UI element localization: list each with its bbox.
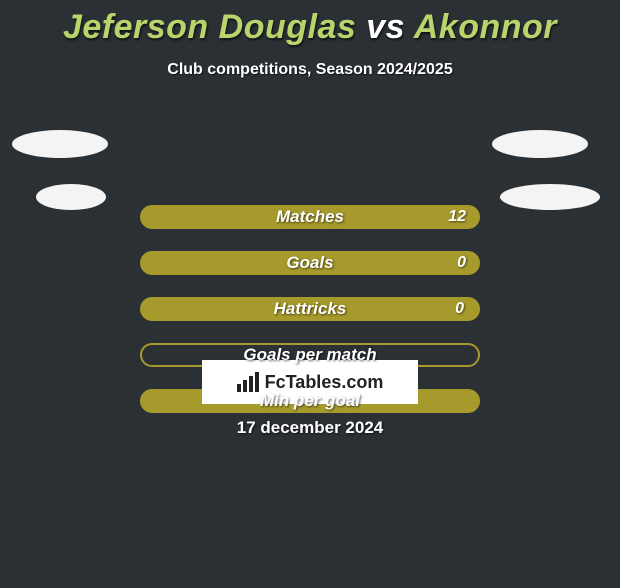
silhouette-blob — [492, 130, 588, 158]
stat-label: Min per goal — [260, 391, 360, 411]
stat-bar: Hattricks 0 — [140, 297, 480, 321]
stat-bar: Min per goal — [140, 389, 480, 413]
stat-row: Matches 12 — [0, 205, 620, 229]
stat-label: Goals — [286, 253, 333, 273]
date-text: 17 december 2024 — [0, 418, 620, 438]
stat-bar: Goals 0 — [140, 251, 480, 275]
stat-row: Goals 0 — [0, 251, 620, 275]
stat-bar: Goals per match — [140, 343, 480, 367]
vs-text: vs — [366, 8, 405, 46]
brand-bars-icon — [237, 372, 259, 392]
stat-bar: Matches 12 — [140, 205, 480, 229]
stat-label: Goals per match — [243, 345, 376, 365]
silhouette-blob — [12, 130, 108, 158]
stat-value: 12 — [448, 208, 466, 226]
page-title: Jeferson Douglas vs Akonnor — [0, 8, 620, 47]
stat-row: Goals per match — [0, 343, 620, 367]
stat-label: Matches — [276, 207, 344, 227]
brand-text: FcTables.com — [265, 372, 384, 393]
stat-row: Min per goal — [0, 389, 620, 413]
stat-row: Hattricks 0 — [0, 297, 620, 321]
brand-inner: FcTables.com — [237, 372, 384, 393]
stat-label: Hattricks — [274, 299, 347, 319]
player2-name: Akonnor — [414, 8, 557, 46]
player1-name: Jeferson Douglas — [63, 8, 356, 46]
stat-value: 0 — [457, 254, 466, 272]
stat-value: 0 — [455, 300, 464, 318]
subtitle: Club competitions, Season 2024/2025 — [0, 61, 620, 79]
